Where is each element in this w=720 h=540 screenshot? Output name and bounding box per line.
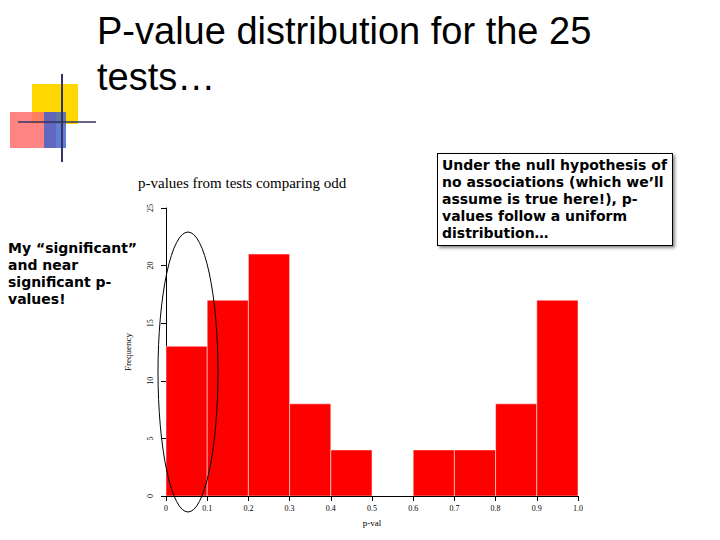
svg-text:0: 0 [164, 504, 168, 513]
svg-text:15: 15 [146, 319, 155, 327]
svg-text:p-val: p-val [363, 518, 382, 528]
svg-text:0.3: 0.3 [285, 504, 295, 513]
svg-text:0.8: 0.8 [491, 504, 501, 513]
svg-text:5: 5 [146, 436, 155, 440]
html-text:Under the null hypothesis of n: Under the null hypothesis of no associat… [442, 157, 667, 241]
svg-text:0.9: 0.9 [532, 504, 542, 513]
svg-text:20: 20 [146, 262, 155, 270]
svg-text:0.5: 0.5 [367, 504, 377, 513]
svg-text:0.1: 0.1 [202, 504, 212, 513]
svg-text:0.6: 0.6 [408, 504, 418, 513]
svg-text:0.2: 0.2 [243, 504, 253, 513]
svg-text:0: 0 [146, 494, 155, 498]
svg-text:25: 25 [146, 204, 155, 212]
svg-text:0.7: 0.7 [449, 504, 459, 513]
html-text:P-value distribution for the 2: P-value distribution for the 25 tests… [97, 10, 592, 98]
svg-text:1.0: 1.0 [573, 504, 583, 513]
svg-text:0.4: 0.4 [326, 504, 336, 513]
html-text:My “significant” and near sign: My “significant” and near significant p-… [8, 240, 137, 307]
svg-text:p-values from tests comparing: p-values from tests comparing odd [138, 175, 347, 191]
svg-text:10: 10 [146, 377, 155, 385]
svg-text:Frequency: Frequency [123, 333, 133, 371]
